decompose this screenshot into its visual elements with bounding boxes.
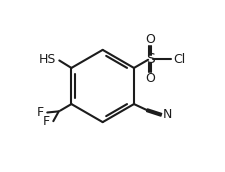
Text: Cl: Cl	[172, 53, 184, 66]
Text: O: O	[145, 33, 154, 46]
Text: HS: HS	[39, 53, 56, 66]
Text: S: S	[145, 52, 154, 66]
Text: F: F	[36, 106, 43, 119]
Text: N: N	[162, 108, 172, 121]
Text: F: F	[43, 115, 50, 128]
Text: O: O	[145, 72, 154, 85]
